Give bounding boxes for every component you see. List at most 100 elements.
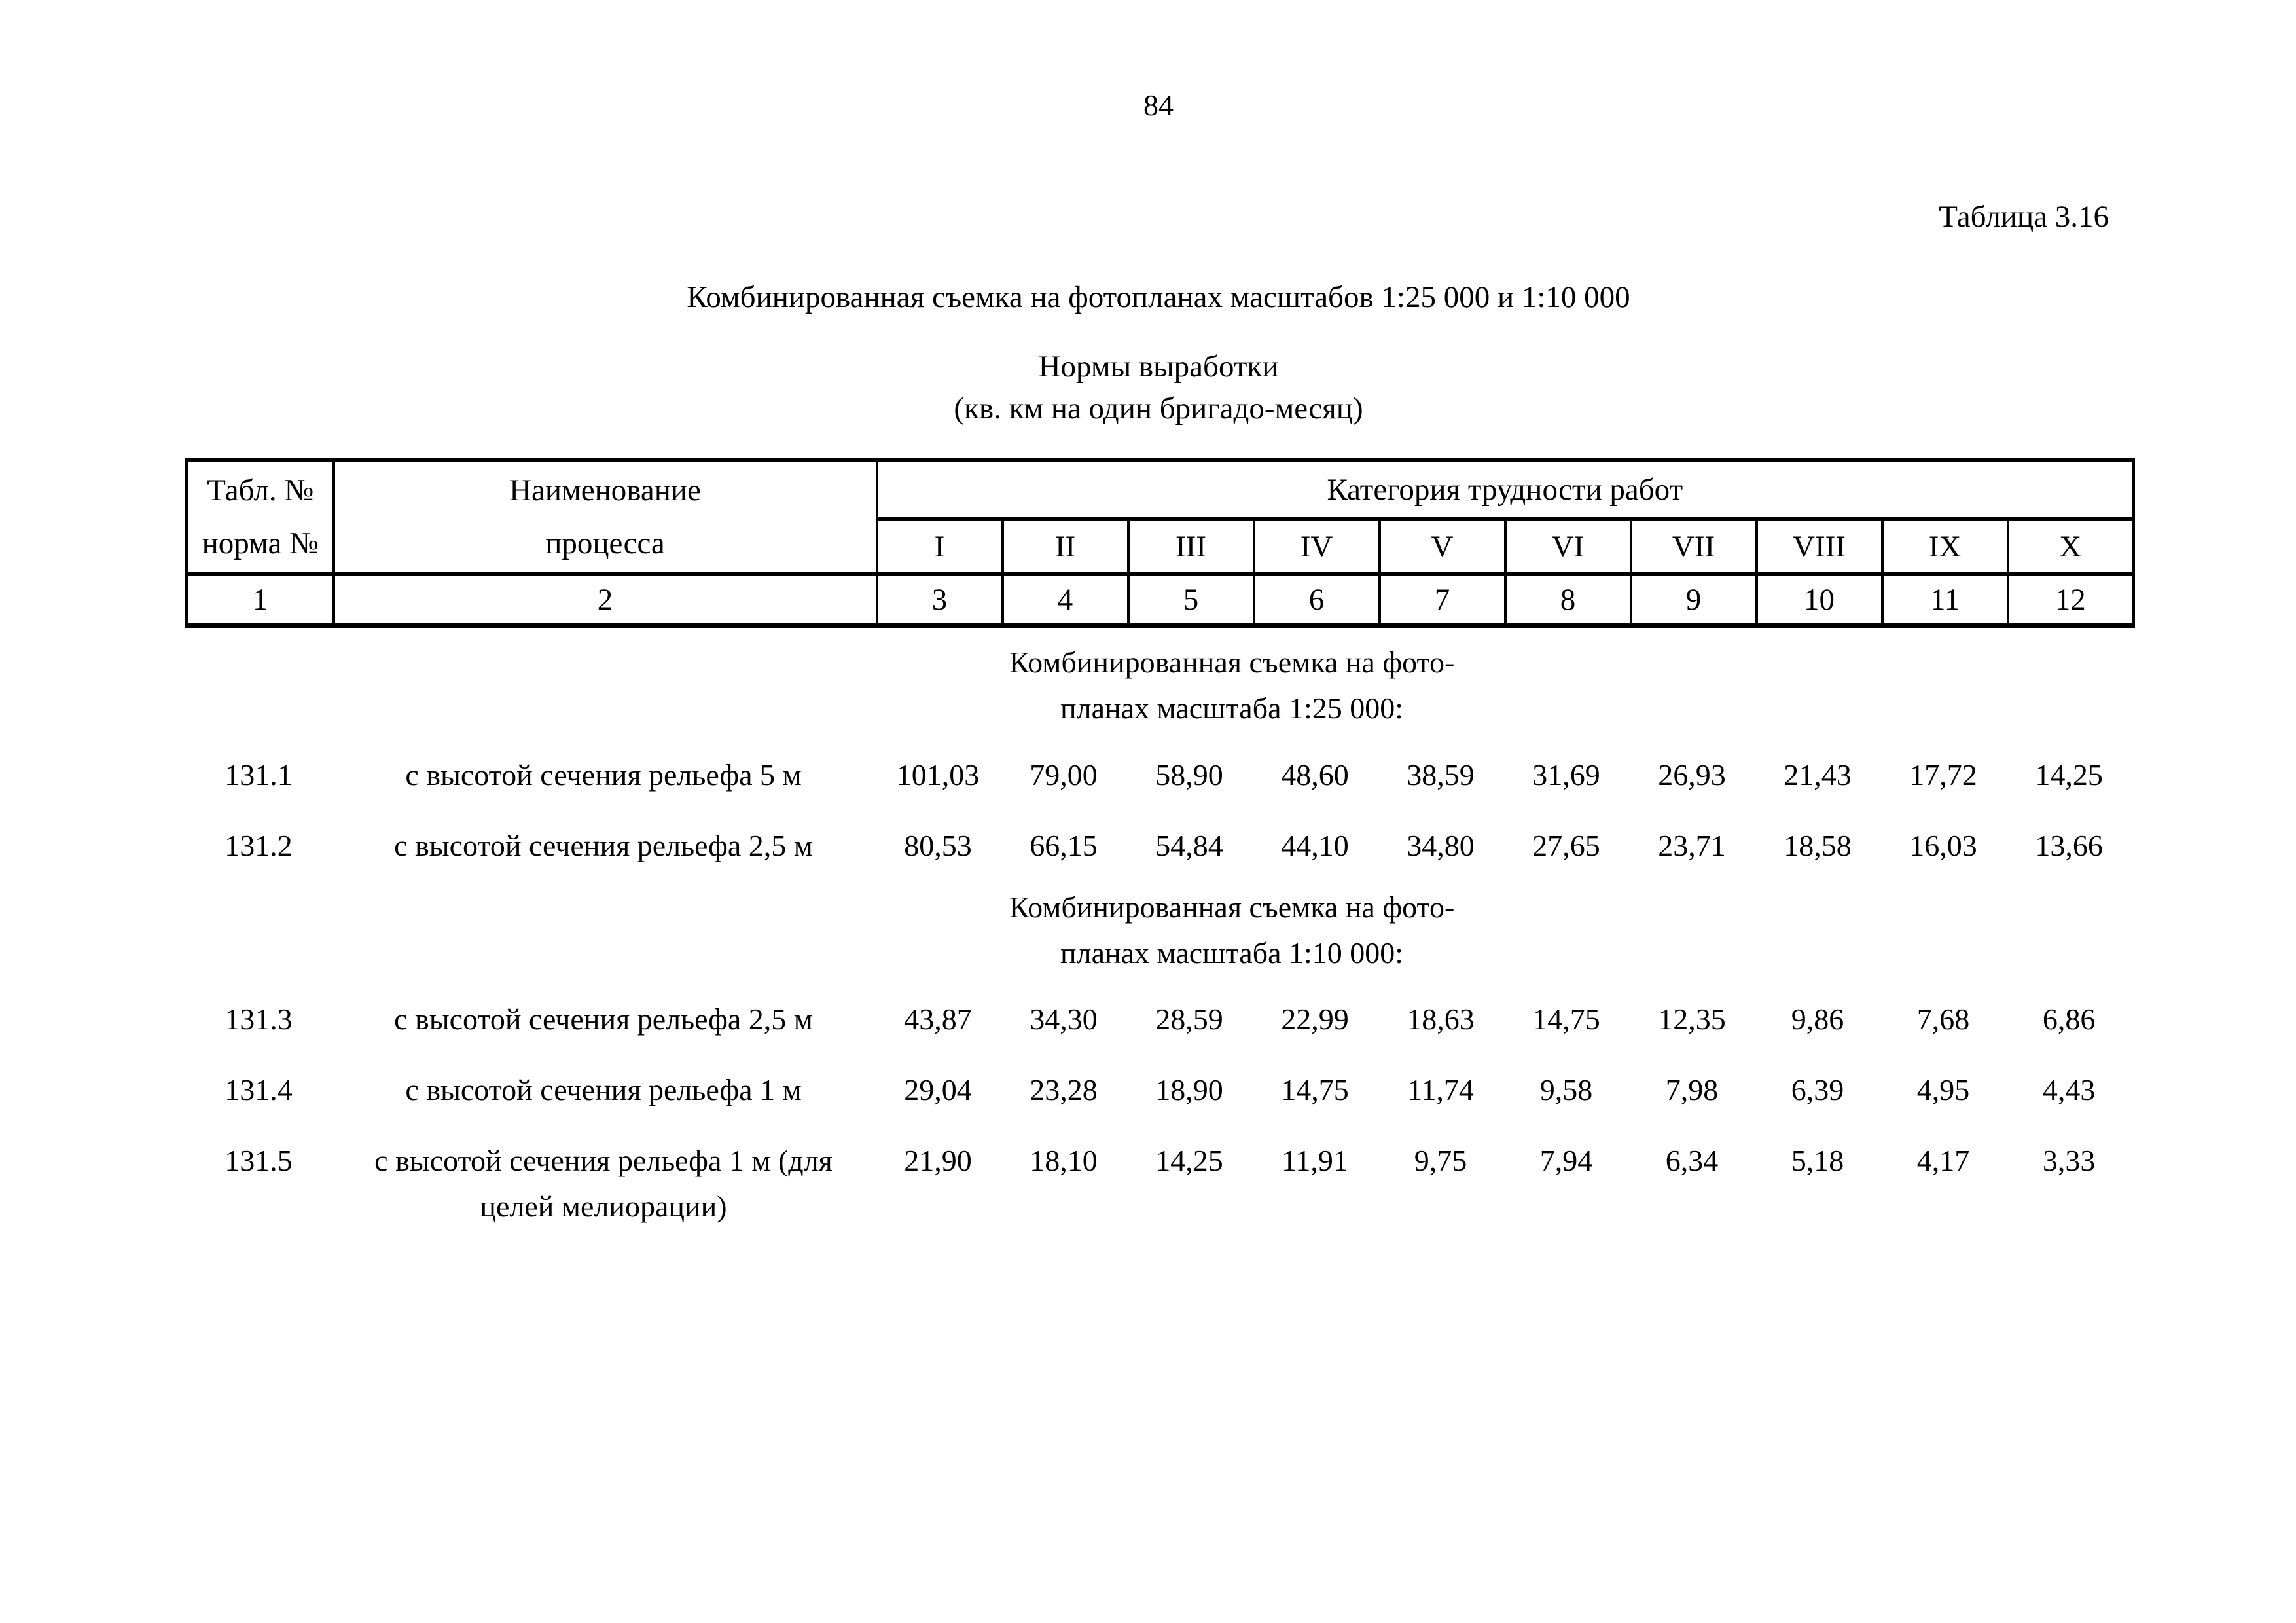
value-cell: 6,39 (1791, 1073, 1844, 1107)
value-cell: 38,59 (1407, 757, 1475, 792)
column-number-cell: 11 (1880, 574, 2009, 626)
value-cell: 18,90 (1155, 1073, 1223, 1107)
value-cell: 17,72 (1909, 757, 1977, 792)
value-cell: 4,43 (2042, 1073, 2096, 1107)
row-num-cell: 131.4 (224, 1073, 293, 1107)
value-cell: 6,34 (1665, 1144, 1719, 1178)
value-cell: 18,58 (1784, 828, 1852, 862)
difficulty-category-cell: V (1378, 519, 1507, 576)
value-cell: 48,60 (1281, 757, 1349, 792)
value-cell: 14,25 (2035, 757, 2103, 792)
value-cell: 27,65 (1532, 828, 1600, 862)
page-number: 84 (1143, 88, 1174, 122)
value-cell: 13,66 (2035, 828, 2103, 862)
table-row: 131.3 с высотой сечения рельефа 2,5 м 43,8… (185, 976, 2132, 1046)
value-cell: 18,63 (1407, 1002, 1475, 1036)
value-cell: 14,75 (1281, 1073, 1349, 1107)
column-number-cell: 9 (1629, 574, 1758, 626)
column-number-cell: 8 (1503, 574, 1632, 626)
value-cell: 26,93 (1658, 757, 1726, 792)
value-cell: 9,58 (1539, 1073, 1593, 1107)
difficulty-category-cell: VIII (1755, 519, 1884, 576)
value-cell: 43,87 (904, 1002, 972, 1036)
value-cell: 11,74 (1407, 1073, 1474, 1107)
value-cell: 28,59 (1155, 1002, 1223, 1036)
difficulty-category-cell: IX (1880, 519, 2009, 576)
row-label-cell: с высотой сечения рельефа 2,5 м (394, 1002, 813, 1036)
difficulty-category-cell: IV (1252, 519, 1381, 576)
value-cell: 18,10 (1030, 1144, 1098, 1178)
row-num-cell: 131.2 (224, 828, 293, 862)
value-cell: 7,68 (1916, 1002, 1970, 1036)
value-cell: 79,00 (1030, 757, 1098, 792)
group-row: Комбинированная съемка на фото- планах м… (185, 628, 2132, 731)
header-cell-table-norm-number: Табл. № норма № (185, 460, 335, 576)
difficulty-category-cell: III (1126, 519, 1255, 576)
row-num-cell: 131.1 (224, 757, 293, 792)
value-cell: 58,90 (1155, 757, 1223, 792)
header-row-1: Табл. № норма № Наименование процесса Ка… (185, 460, 2135, 576)
row-label-cell: с высотой сечения рельефа 1 м (405, 1073, 802, 1107)
value-cell: 11,91 (1282, 1144, 1348, 1178)
value-cell: 14,25 (1155, 1144, 1223, 1178)
header-cell-difficulty-category: Категория трудности работ (875, 460, 2135, 521)
difficulty-category-cell: I (875, 519, 1004, 576)
column-number-cell: 12 (2006, 574, 2135, 626)
column-number-cell: 3 (875, 574, 1004, 626)
row-label-cell: с высотой сечения рельефа 1 м (для целей… (374, 1144, 833, 1224)
value-cell: 6,86 (2042, 1002, 2096, 1036)
value-cell: 3,33 (2042, 1144, 2096, 1178)
value-cell: 16,03 (1909, 828, 1977, 862)
value-cell: 101,03 (896, 757, 980, 792)
value-cell: 7,94 (1539, 1144, 1593, 1178)
row-num-cell: 131.5 (224, 1144, 293, 1178)
header-table: Табл. № норма № Наименование процесса Ка… (185, 458, 2136, 628)
row-num-cell (185, 873, 332, 976)
row-label-cell: с высотой сечения рельефа 5 м (405, 757, 802, 792)
value-cell: 31,69 (1532, 757, 1600, 792)
value-cell: 34,30 (1030, 1002, 1098, 1036)
table-row: 131.5 с высотой сечения рельефа 1 м (для … (185, 1117, 2132, 1233)
value-cell: 22,99 (1281, 1002, 1349, 1036)
group-row: Комбинированная съемка на фото- планах м… (185, 873, 2132, 976)
row-num-cell: 131.3 (224, 1002, 293, 1036)
value-cell: 23,28 (1030, 1073, 1098, 1107)
column-number-cell: 6 (1252, 574, 1381, 626)
value-cell: 14,75 (1532, 1002, 1600, 1036)
table-row: 131.4 с высотой сечения рельефа 1 м 29,04 2… (185, 1046, 2132, 1117)
value-cell: 23,71 (1658, 828, 1726, 862)
body-table: Комбинированная съемка на фото- планах м… (185, 628, 2132, 1233)
norms-table: Табл. № норма № Наименование процесса Ка… (185, 458, 2136, 1233)
value-cell: 5,18 (1791, 1144, 1844, 1178)
value-cell: 4,17 (1916, 1144, 1970, 1178)
value-cell: 29,04 (904, 1073, 972, 1107)
value-cell: 7,98 (1665, 1073, 1719, 1107)
difficulty-category-cell: X (2006, 519, 2135, 576)
table-row: 131.2 с высотой сечения рельефа 2,5 м 80,5… (185, 802, 2132, 873)
column-number-cell: 10 (1755, 574, 1884, 626)
difficulty-category-cell: VII (1629, 519, 1758, 576)
value-cell: 12,35 (1658, 1002, 1726, 1036)
column-number-cell: 5 (1126, 574, 1255, 626)
column-number-cell: 7 (1378, 574, 1507, 626)
value-cell: 9,86 (1791, 1002, 1844, 1036)
column-number-cell: 2 (332, 574, 878, 626)
value-cell: 21,90 (904, 1144, 972, 1178)
row-num-cell (185, 628, 332, 731)
value-cell: 4,95 (1916, 1073, 1970, 1107)
value-cell: 54,84 (1155, 828, 1223, 862)
table-caption: Таблица 3.16 (1939, 200, 2109, 234)
column-number-cell: 1 (185, 574, 335, 626)
group-label-cell: Комбинированная съемка на фото- планах м… (1009, 890, 1455, 970)
value-cell: 21,43 (1784, 757, 1852, 792)
header-cell-process-name: Наименование процесса (332, 460, 878, 576)
row-label-cell: с высотой сечения рельефа 2,5 м (394, 828, 813, 862)
document-title: Комбинированная съемка на фотопланах мас… (687, 280, 1630, 314)
difficulty-category-cell: VI (1503, 519, 1632, 576)
header-row-column-numbers: 1 2 3 4 5 6 7 8 9 10 11 12 (185, 574, 2135, 626)
difficulty-category-cell: II (1001, 519, 1130, 576)
value-cell: 34,80 (1407, 828, 1475, 862)
column-number-cell: 4 (1001, 574, 1130, 626)
value-cell: 66,15 (1030, 828, 1098, 862)
